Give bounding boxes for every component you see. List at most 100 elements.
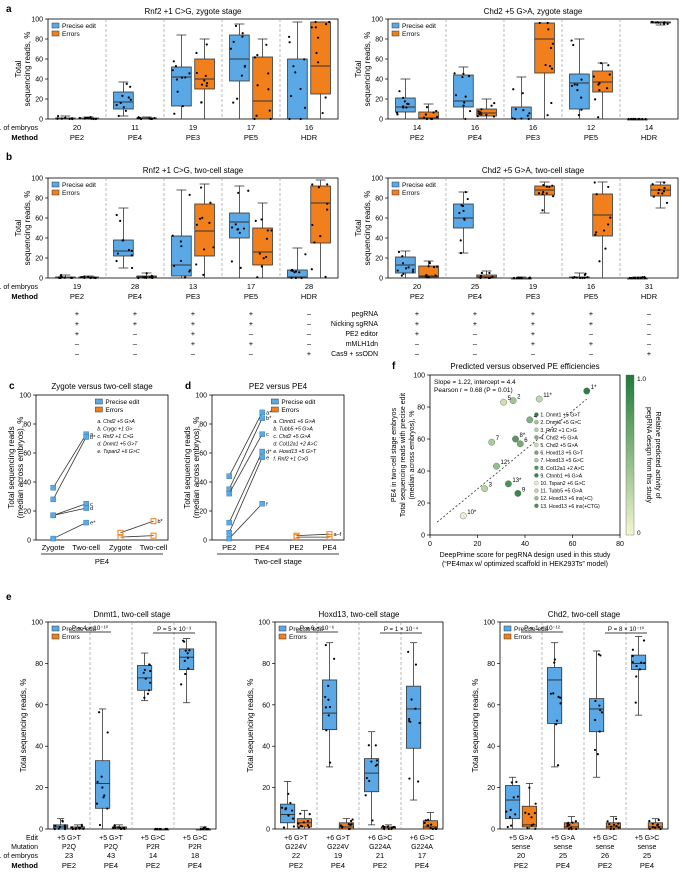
data-point <box>306 819 309 823</box>
data-point <box>599 62 603 65</box>
scatter-point <box>535 395 543 403</box>
y-tick-label: 0 <box>491 827 495 834</box>
data-point <box>294 71 297 74</box>
condition-mark: – <box>647 339 652 348</box>
data-point <box>311 223 314 227</box>
condition-mark: + <box>531 329 536 338</box>
connector-line <box>228 457 263 533</box>
embryo-count: 18 <box>191 851 199 860</box>
data-point <box>454 94 458 97</box>
data-point <box>106 807 109 810</box>
data-point <box>658 188 661 191</box>
data-point <box>402 106 405 109</box>
point-label: 7 <box>496 436 500 442</box>
legend-dot <box>534 503 539 508</box>
data-point <box>195 71 198 75</box>
data-point <box>310 26 313 29</box>
data-point <box>662 190 666 193</box>
data-point <box>602 229 606 232</box>
y-tick-label: 20 <box>23 509 31 516</box>
precise-marker <box>50 485 56 491</box>
data-point <box>180 245 183 248</box>
data-point <box>324 96 327 99</box>
data-point <box>663 186 666 190</box>
data-point <box>304 253 307 256</box>
data-point <box>593 748 597 752</box>
data-point <box>187 667 190 670</box>
legend-swatch-errors <box>271 406 279 413</box>
legend-swatch-precise <box>503 625 512 632</box>
data-point <box>575 276 578 279</box>
box-precise <box>287 269 308 279</box>
point-label: 8* <box>520 433 526 439</box>
data-point <box>463 217 466 220</box>
gene-legend-item: 1. Dnmt1 +5 G>T <box>540 413 581 419</box>
errors-marker <box>150 532 157 539</box>
data-point <box>425 106 429 109</box>
data-point <box>612 823 616 826</box>
legend-precise: Precise edit <box>402 23 436 30</box>
data-point <box>527 812 530 816</box>
data-point <box>175 78 179 81</box>
connector-line <box>53 507 87 516</box>
plot-frame <box>387 18 679 120</box>
row-label-embryos: No. of embryos <box>0 125 38 132</box>
y-tick-label: 40 <box>262 744 270 751</box>
data-point <box>651 822 654 825</box>
y-tick-label: 60 <box>262 702 270 709</box>
data-point <box>542 190 545 194</box>
data-point <box>188 270 191 273</box>
point-label: c <box>266 432 269 438</box>
data-point <box>466 197 469 201</box>
y-tick-label: 20 <box>375 256 383 263</box>
y-tick-label: 80 <box>375 37 383 44</box>
data-point <box>417 780 420 783</box>
data-point <box>555 723 558 726</box>
data-point <box>148 663 151 666</box>
method-label: HDR <box>301 292 318 301</box>
data-point <box>527 117 530 121</box>
point-label: b* <box>157 519 163 525</box>
data-point <box>635 675 638 678</box>
data-point <box>179 240 182 243</box>
data-point <box>129 98 132 101</box>
legend-dot <box>534 412 539 417</box>
data-point <box>123 826 126 830</box>
data-point <box>144 677 147 680</box>
y-tick-label: 0 <box>379 117 383 124</box>
y-tick-label: 0 <box>39 827 43 834</box>
data-point <box>627 117 630 121</box>
data-point <box>528 276 532 279</box>
data-point <box>631 654 634 658</box>
y-tick-label: 80 <box>23 422 31 429</box>
plot-frame <box>35 394 169 541</box>
y-tick-label: 40 <box>23 480 31 487</box>
panel-letter: b <box>6 152 12 163</box>
method-label: HDR <box>641 133 658 142</box>
data-point <box>121 239 124 242</box>
edit-label: +5 G>A <box>509 835 533 842</box>
data-point <box>453 72 456 75</box>
data-point <box>537 192 541 195</box>
data-point <box>56 117 59 120</box>
data-point <box>524 811 527 814</box>
data-point <box>509 808 512 811</box>
x-tick-label: Zygote <box>42 543 65 552</box>
embryo-count: 20 <box>73 123 81 132</box>
data-point <box>405 106 408 109</box>
y-tick-label: 100 <box>19 393 31 400</box>
y-tick-label: 80 <box>35 661 43 668</box>
box-errors <box>418 111 439 120</box>
y-tick-label: 60 <box>23 451 31 458</box>
data-point <box>553 658 557 661</box>
data-point <box>56 114 60 118</box>
y-axis-label: (median across embryos), % <box>16 417 25 519</box>
legend-swatch-errors <box>278 633 287 640</box>
condition-mark: – <box>307 319 312 328</box>
y-axis-label: Total sequencing reads <box>183 426 192 508</box>
edit-label: +5 G>C <box>183 835 208 842</box>
legend-swatch-precise <box>51 625 60 632</box>
colorbar-label: pegRNA design from this study <box>645 407 652 504</box>
condition-mark: + <box>531 339 536 348</box>
